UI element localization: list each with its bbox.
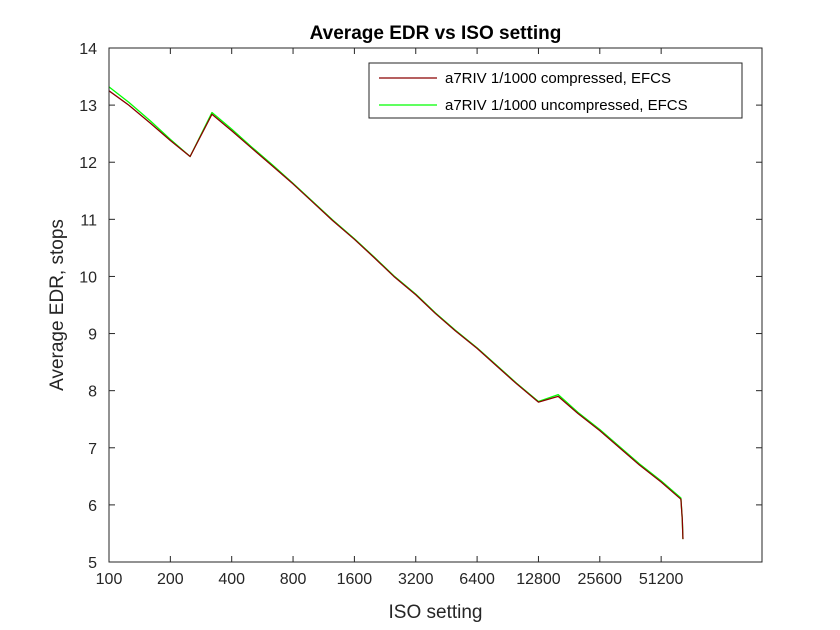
x-tick-label: 51200 bbox=[639, 571, 684, 588]
y-tick-label: 6 bbox=[88, 498, 97, 515]
y-axis-title: Average EDR, stops bbox=[47, 219, 68, 391]
series-line-compressed bbox=[108, 90, 684, 540]
x-tick-label: 400 bbox=[218, 571, 245, 588]
y-tick-label: 12 bbox=[79, 155, 97, 172]
legend-label-compressed: a7RIV 1/1000 compressed, EFCS bbox=[445, 70, 671, 87]
series-layer bbox=[108, 86, 684, 540]
y-tick-label: 13 bbox=[79, 98, 97, 115]
plot-frame bbox=[108, 47, 763, 563]
x-axis-title: ISO setting bbox=[389, 602, 483, 623]
x-tick-label: 12800 bbox=[516, 571, 561, 588]
x-tick-label: 1600 bbox=[337, 571, 373, 588]
y-tick-label: 11 bbox=[80, 212, 97, 229]
x-tick-label: 100 bbox=[96, 571, 123, 588]
y-tick-label: 10 bbox=[79, 269, 97, 286]
x-tick-label: 3200 bbox=[398, 571, 434, 588]
y-tick-label: 9 bbox=[88, 327, 97, 344]
y-tick-label: 14 bbox=[79, 41, 97, 58]
chart-title: Average EDR vs ISO setting bbox=[310, 23, 562, 44]
x-tick-label: 800 bbox=[280, 571, 307, 588]
legend-box bbox=[368, 62, 743, 119]
x-tick-label: 6400 bbox=[459, 571, 495, 588]
x-tick-label: 200 bbox=[157, 571, 184, 588]
y-tick-label: 5 bbox=[88, 555, 97, 572]
x-tick-label: 25600 bbox=[578, 571, 623, 588]
legend-label-uncompressed: a7RIV 1/1000 uncompressed, EFCS bbox=[445, 97, 688, 114]
y-tick-label: 8 bbox=[88, 384, 97, 401]
axis-layer: 100 200 400 800 1600 3200 6400 12800 25600 51200 5… bbox=[79, 41, 762, 588]
y-tick-label: 7 bbox=[88, 441, 97, 458]
legend: a7RIV 1/1000 compressed, EFCS a7RIV 1/10… bbox=[368, 62, 743, 119]
